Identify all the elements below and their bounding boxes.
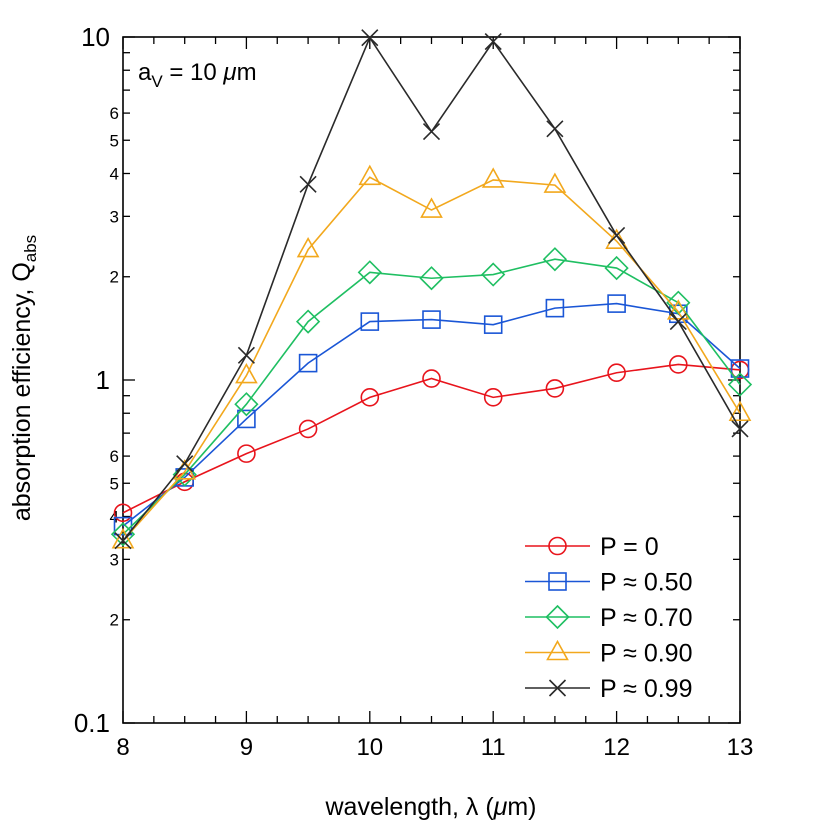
y-axis-title: absorption efficiency, Qabs xyxy=(8,235,40,521)
series-0 xyxy=(113,355,750,523)
x-tick-label: 10 xyxy=(356,734,383,761)
y-minor-tick-label: 6 xyxy=(110,104,119,123)
data-point xyxy=(176,455,194,473)
legend-marker xyxy=(548,679,567,697)
data-point xyxy=(481,262,506,287)
data-point xyxy=(420,197,443,218)
series-line xyxy=(122,258,741,535)
data-point xyxy=(358,164,382,186)
legend-item: P ≈ 0.70 xyxy=(525,604,693,632)
data-point xyxy=(422,369,441,388)
series-2 xyxy=(110,247,753,547)
data-point xyxy=(607,363,626,383)
data-point xyxy=(296,236,320,258)
data-point xyxy=(543,172,567,193)
series-1 xyxy=(113,294,750,536)
x-tick-label: 13 xyxy=(727,734,754,761)
data-point xyxy=(114,532,132,550)
y-tick-label: 0.1 xyxy=(74,708,110,738)
x-axis-title: wavelength, λ (μm) xyxy=(325,793,537,821)
y-minor-tick-label: 3 xyxy=(110,550,119,569)
legend-marker xyxy=(548,572,567,591)
data-point xyxy=(727,372,753,397)
chart-annotation: aV = 10 μm xyxy=(138,59,257,91)
data-point xyxy=(419,266,444,291)
data-point xyxy=(546,120,564,138)
data-point xyxy=(298,353,318,373)
data-point xyxy=(666,290,691,315)
legend-label: P = 0 xyxy=(600,533,659,561)
y-minor-tick-label: 2 xyxy=(110,268,119,287)
data-point xyxy=(668,355,688,374)
legend-item: P = 0 xyxy=(525,533,659,561)
x-tick-label: 11 xyxy=(481,734,506,761)
series-line xyxy=(122,363,741,514)
data-point xyxy=(481,167,505,188)
legend: P = 0 P ≈ 0.50 P ≈ 0.70 P ≈ 0.90 P ≈ 0.99 xyxy=(525,533,693,703)
data-point xyxy=(604,255,629,281)
data-point xyxy=(357,260,382,285)
y-minor-tick-label: 6 xyxy=(110,447,119,466)
legend-marker xyxy=(546,639,569,661)
data-point xyxy=(298,419,318,439)
y-tick-label: 10 xyxy=(81,22,110,52)
data-point xyxy=(731,420,749,438)
x-tick-label: 9 xyxy=(240,734,253,761)
y-minor-tick-label: 5 xyxy=(110,131,119,150)
series-4 xyxy=(114,29,749,550)
data-point xyxy=(113,503,133,523)
data-point xyxy=(235,362,258,384)
data-point xyxy=(361,29,379,47)
data-point xyxy=(607,294,626,313)
legend-label: P ≈ 0.50 xyxy=(600,569,693,597)
data-point xyxy=(730,359,750,378)
data-point xyxy=(237,444,256,463)
x-tick-label: 8 xyxy=(116,734,129,761)
legend-label: P ≈ 0.90 xyxy=(600,640,693,668)
y-tick-label: 1 xyxy=(96,365,110,395)
data-point xyxy=(669,313,687,331)
data-point xyxy=(483,315,503,334)
plot-series xyxy=(110,29,753,550)
y-minor-tick-label: 5 xyxy=(110,474,119,493)
legend-item: P ≈ 0.99 xyxy=(525,675,693,703)
data-point xyxy=(422,123,441,141)
data-point xyxy=(111,528,135,549)
data-point xyxy=(545,298,565,318)
series-3 xyxy=(111,164,752,549)
data-point xyxy=(542,247,568,272)
data-point xyxy=(666,299,690,320)
data-point xyxy=(608,226,626,244)
legend-marker xyxy=(548,536,567,556)
data-point xyxy=(422,310,441,329)
legend-item: P ≈ 0.90 xyxy=(525,640,693,668)
series-line xyxy=(122,176,741,542)
data-point xyxy=(360,388,380,407)
data-point xyxy=(234,392,259,417)
data-point xyxy=(360,312,380,331)
data-point xyxy=(728,400,752,422)
series-line xyxy=(122,302,741,527)
data-point xyxy=(299,175,317,193)
legend-label: P ≈ 0.70 xyxy=(600,604,693,632)
legend-item: P ≈ 0.50 xyxy=(525,569,693,597)
data-point xyxy=(484,32,502,51)
y-minor-tick-label: 2 xyxy=(110,611,119,630)
data-point xyxy=(545,379,565,398)
data-point xyxy=(483,388,503,407)
x-tick-label: 12 xyxy=(603,734,630,761)
data-point xyxy=(295,309,321,334)
y-minor-tick-label: 4 xyxy=(110,164,119,183)
y-minor-tick-label: 3 xyxy=(110,207,119,226)
data-point xyxy=(605,228,628,249)
data-point xyxy=(237,409,256,429)
data-point xyxy=(237,346,255,364)
legend-label: P ≈ 0.99 xyxy=(600,675,693,703)
legend-marker xyxy=(545,604,570,630)
